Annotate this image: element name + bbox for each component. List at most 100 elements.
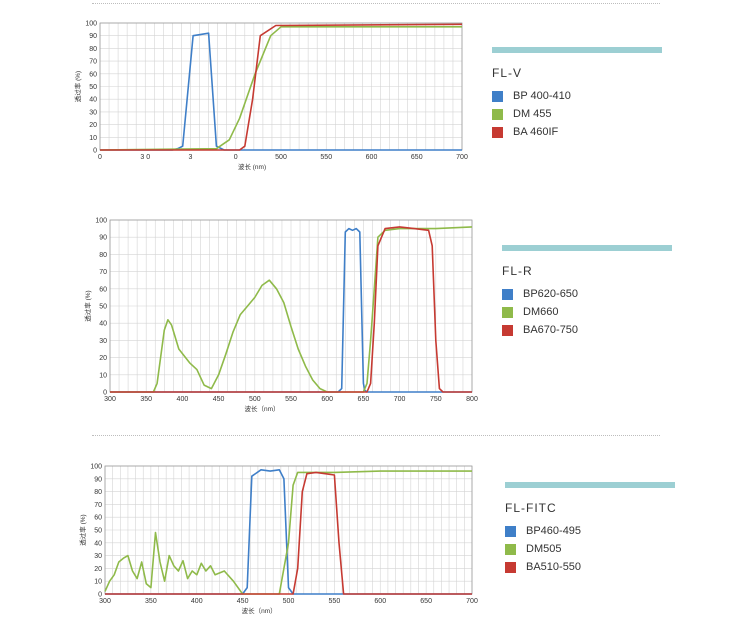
x-tick-label: 800 (466, 396, 478, 403)
x-tick-label: 3 (189, 154, 193, 161)
y-tick-label: 0 (103, 390, 107, 397)
legend-title: FL-R (502, 264, 533, 278)
x-tick-label: 600 (374, 598, 386, 605)
y-tick-label: 100 (85, 21, 97, 28)
series-line-blue (105, 469, 472, 595)
legend-item-dm: DM505 (505, 540, 675, 558)
y-tick-label: 70 (94, 502, 102, 509)
x-tick-label: 500 (249, 396, 261, 403)
y-tick-label: 40 (89, 97, 97, 104)
y-tick-label: 40 (94, 540, 102, 547)
x-tick-label: 400 (177, 396, 189, 403)
y-tick-label: 100 (90, 464, 102, 471)
legend-swatch-red (505, 561, 516, 573)
grid (109, 219, 473, 393)
legend-swatch-red (492, 126, 503, 138)
x-tick-label: 550 (285, 396, 297, 403)
chart-fl-r: 0 10 20 30 40 50 60 70 80 90 100 300 350 400 450 500 550… (83, 218, 478, 414)
y-tick-label: 60 (89, 71, 97, 78)
x-tick-label: 500 (283, 598, 295, 605)
y-tick-label: 100 (95, 218, 107, 225)
top-separator (92, 3, 660, 4)
x-tick-label: 650 (420, 598, 432, 605)
y-tick-label: 80 (89, 46, 97, 53)
x-axis-label: 波长（nm） (242, 606, 277, 615)
x-axis-label: 波长 (nm) (238, 162, 266, 171)
series-line-green (110, 226, 473, 393)
legend-label: BA670-750 (523, 324, 579, 336)
y-tick-label: 50 (94, 528, 102, 535)
x-tick-label: 400 (191, 598, 203, 605)
y-tick-label: 60 (94, 515, 102, 522)
y-tick-label: 30 (94, 553, 102, 560)
legend-swatch-green (502, 306, 513, 318)
legend-item-bp: BP620-650 (502, 285, 672, 303)
y-tick-label: 0 (93, 148, 97, 155)
middle-separator (92, 435, 660, 436)
series-line-blue (110, 227, 472, 393)
legend-bar (505, 482, 675, 488)
x-tick-label: 650 (358, 396, 370, 403)
series-line-red (110, 226, 472, 393)
legend-item-ba: BA 460IF (492, 123, 662, 141)
x-tick-label: 450 (237, 598, 249, 605)
legend-label: BP460-495 (526, 525, 582, 537)
legend-fl-fitc: FL-FITC BP460-495 DM505 BA510-550 (505, 482, 675, 576)
x-tick-label: 300 (99, 598, 111, 605)
legend-label: BA510-550 (526, 561, 582, 573)
x-tick-label: 0 (98, 154, 102, 161)
x-tick-label: 700 (466, 598, 478, 605)
y-axis-label: 透过率 (%) (73, 71, 82, 102)
y-tick-label: 10 (94, 579, 102, 586)
y-tick-label: 60 (99, 286, 107, 293)
y-tick-label: 50 (89, 84, 97, 91)
legend-item-bp: BP460-495 (505, 522, 675, 540)
legend-item-dm: DM 455 (492, 105, 662, 123)
x-tick-label: 600 (321, 396, 333, 403)
x-tick-label: 350 (145, 598, 157, 605)
legend-label: BP620-650 (523, 288, 579, 300)
x-tick-label: 3 0 (140, 154, 150, 161)
y-axis-label: 透过率 (%) (83, 290, 92, 321)
x-tick-label: 650 (411, 154, 423, 161)
y-tick-label: 30 (89, 109, 97, 116)
y-tick-label: 90 (99, 235, 107, 242)
legend-title: FL-V (492, 66, 523, 80)
y-tick-label: 20 (94, 566, 102, 573)
x-tick-label: 700 (456, 154, 468, 161)
legend-swatch-green (505, 543, 516, 555)
y-tick-label: 10 (99, 372, 107, 379)
y-tick-label: 70 (89, 59, 97, 66)
y-tick-label: 80 (94, 489, 102, 496)
y-tick-label: 50 (99, 304, 107, 311)
legend-label: DM 455 (513, 108, 552, 120)
series-line-red (100, 23, 463, 151)
x-tick-label: 0 (234, 154, 238, 161)
x-tick-label: 700 (394, 396, 406, 403)
y-tick-label: 10 (89, 135, 97, 142)
series-line-red (105, 471, 472, 595)
grid (99, 22, 463, 151)
legend-label: DM660 (523, 306, 559, 318)
legend-fl-v: FL-V BP 400-410 DM 455 BA 460IF (492, 47, 662, 141)
legend-swatch-blue (492, 90, 503, 102)
x-tick-label: 450 (213, 396, 225, 403)
x-axis-label: 波长（nm） (245, 404, 280, 413)
x-tick-label: 500 (275, 154, 287, 161)
y-axis-label: 透过率 (%) (78, 514, 87, 545)
legend-label: DM505 (526, 543, 562, 555)
x-tick-label: 600 (366, 154, 378, 161)
x-tick-label: 550 (329, 598, 341, 605)
y-tick-label: 20 (99, 355, 107, 362)
y-tick-label: 80 (99, 252, 107, 259)
legend-bar (502, 245, 672, 251)
legend-item-ba: BA510-550 (505, 558, 675, 576)
legend-swatch-red (502, 324, 513, 336)
legend-label: BP 400-410 (513, 90, 571, 102)
legend-item-dm: DM660 (502, 303, 672, 321)
y-tick-label: 70 (99, 269, 107, 276)
series-line-green (104, 470, 472, 595)
legend-label: BA 460IF (513, 126, 559, 138)
chart-fl-fitc: 0 10 20 30 40 50 60 70 80 90 100 300 350 400 450 500 550… (78, 464, 478, 616)
y-tick-label: 30 (99, 338, 107, 345)
